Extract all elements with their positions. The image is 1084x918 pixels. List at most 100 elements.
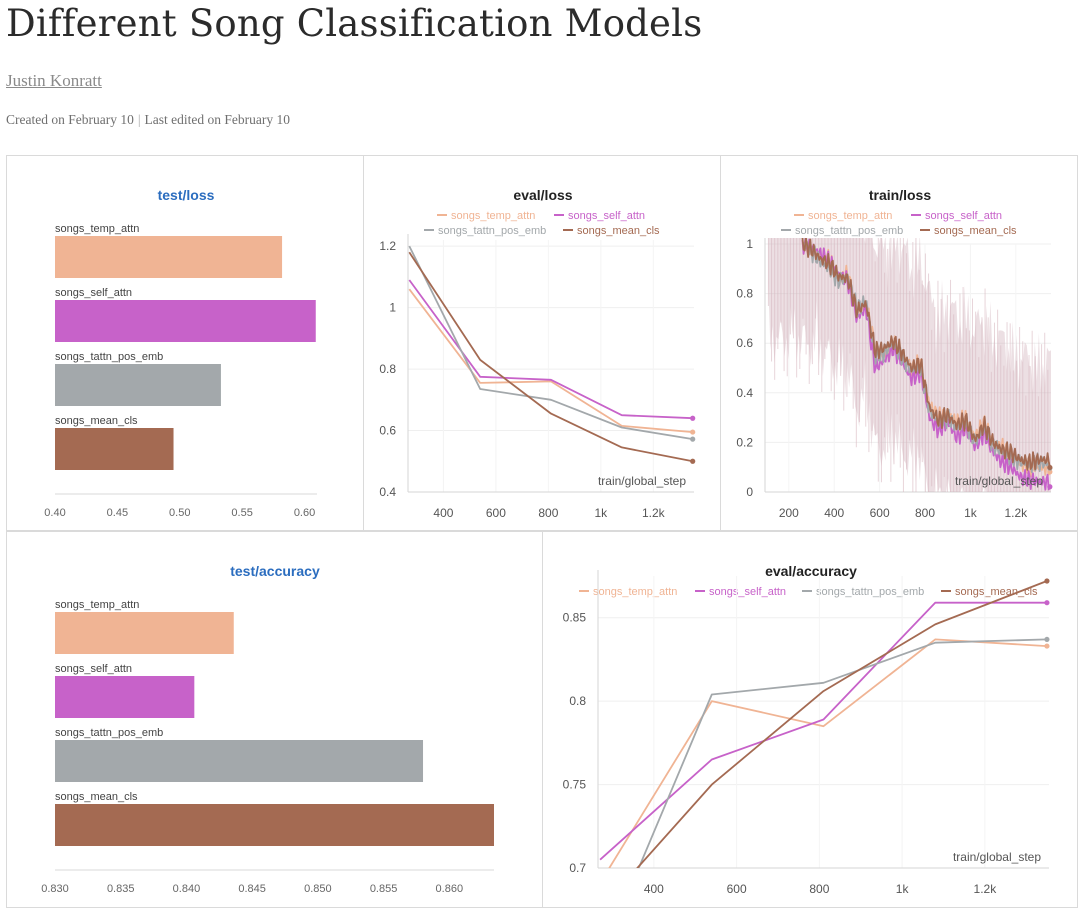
x-tick-label: 600 <box>486 506 506 520</box>
x-tick-label: 0.860 <box>436 883 464 895</box>
x-tick-label: 0.840 <box>173 883 201 895</box>
x-tick-label: 0.855 <box>370 883 398 895</box>
y-tick-label: 0.8 <box>569 694 586 708</box>
y-tick-label: 0.7 <box>569 861 586 875</box>
y-tick-label: 0.4 <box>736 386 753 400</box>
x-tick-label: 0.830 <box>41 883 69 895</box>
x-axis-label: train/global_step <box>598 474 686 488</box>
series-line[interactable] <box>599 601 1047 861</box>
series-line[interactable] <box>801 238 1051 471</box>
chart-train-loss: train/loss songs_temp_attn songs_self_attn… <box>736 187 1053 520</box>
y-tick-label: 0.4 <box>379 485 396 499</box>
x-tick-label: 400 <box>644 882 664 896</box>
y-tick-label: 0.75 <box>563 778 587 792</box>
chart-title: eval/loss <box>513 187 572 203</box>
y-tick-label: 0.8 <box>379 362 396 376</box>
bar-label: songs_mean_cls <box>55 791 138 803</box>
plot-area <box>408 245 693 463</box>
chart-title: train/loss <box>869 187 931 203</box>
legend-label: songs_mean_cls <box>955 586 1038 598</box>
series-line[interactable] <box>600 638 1047 909</box>
x-tick-label: 0.50 <box>169 507 190 519</box>
series-end-point <box>1044 643 1050 649</box>
x-tick-label: 600 <box>870 506 890 520</box>
series-line[interactable] <box>600 638 1047 883</box>
y-tick-label: 0.6 <box>736 336 753 350</box>
series-end-point <box>690 429 696 435</box>
bar-label: songs_mean_cls <box>55 415 138 427</box>
plot-area <box>599 580 1048 909</box>
x-tick-label: 200 <box>779 506 799 520</box>
bar-label: songs_temp_attn <box>55 223 139 235</box>
chart-eval-loss: eval/loss songs_temp_attn songs_self_attns… <box>379 187 696 520</box>
bar[interactable] <box>55 740 424 782</box>
bar-label: songs_tattn_pos_emb <box>55 727 163 739</box>
legend-label: songs_self_attn <box>709 586 786 598</box>
series-line[interactable] <box>408 251 693 463</box>
x-axis-label: train/global_step <box>953 850 1041 864</box>
series-line[interactable] <box>600 580 1048 909</box>
y-tick-label: 1 <box>389 301 396 315</box>
bar[interactable] <box>55 364 221 406</box>
x-tick-label: 800 <box>809 882 829 896</box>
x-tick-label: 0.845 <box>238 883 266 895</box>
legend-label: songs_mean_cls <box>577 225 660 237</box>
series-end-point <box>1044 636 1050 643</box>
bar[interactable] <box>55 804 494 846</box>
y-tick-label: 1.2 <box>379 239 396 253</box>
legend-label: songs_tattn_pos_emb <box>795 225 903 237</box>
y-tick-label: 0.85 <box>563 611 587 625</box>
chart-test-loss: test/loss songs_temp_attn songs_self_attns… <box>44 187 317 519</box>
bar[interactable] <box>55 428 174 470</box>
panel-eval-loss[interactable]: eval/loss songs_temp_attn songs_self_attn s… <box>363 155 721 531</box>
chart-title: test/accuracy <box>230 563 320 579</box>
series-end-point <box>690 415 696 421</box>
legend-label: songs_self_attn <box>568 210 645 222</box>
legend-label: songs_self_attn <box>925 210 1002 222</box>
x-tick-label: 0.45 <box>107 507 128 519</box>
y-tick-label: 1 <box>746 237 753 251</box>
series-line[interactable] <box>408 288 693 433</box>
x-tick-label: 800 <box>538 506 558 520</box>
edited-date: Last edited on February 10 <box>144 112 291 127</box>
series-line[interactable] <box>408 245 693 440</box>
x-tick-label: 400 <box>433 506 453 520</box>
author-link[interactable]: Justin Konratt <box>6 71 102 90</box>
legend-label: songs_tattn_pos_emb <box>438 225 546 237</box>
x-tick-label: 1k <box>595 506 609 520</box>
bar-label: songs_self_attn <box>55 663 132 675</box>
chart-eval-accuracy: eval/accuracy songs_temp_attn songs_self_a… <box>563 563 1050 909</box>
x-axis-label: train/global_step <box>955 474 1043 488</box>
created-date: Created on February 10 <box>6 112 134 127</box>
y-tick-label: 0.6 <box>379 424 396 438</box>
x-tick-label: 1.2k <box>1004 506 1028 520</box>
x-tick-label: 0.850 <box>304 883 332 895</box>
y-tick-label: 0.8 <box>736 287 753 301</box>
series-line[interactable] <box>408 279 693 420</box>
legend-label: songs_tattn_pos_emb <box>816 586 924 598</box>
panel-train-loss[interactable]: train/loss songs_temp_attn songs_self_attn… <box>720 155 1078 531</box>
x-tick-label: 0.60 <box>294 507 315 519</box>
legend-label: songs_temp_attn <box>593 586 677 598</box>
x-tick-label: 0.40 <box>44 507 65 519</box>
panel-test-loss[interactable]: test/loss songs_temp_attn songs_self_attn s… <box>6 155 364 531</box>
bar-label: songs_tattn_pos_emb <box>55 351 163 363</box>
series-end-point <box>1047 469 1053 475</box>
plot-area <box>767 238 1051 492</box>
bar[interactable] <box>55 236 283 278</box>
series-end-point <box>1044 600 1050 606</box>
series-end-point <box>690 436 696 442</box>
x-tick-label: 400 <box>824 506 844 520</box>
x-tick-label: 1.2k <box>974 882 998 896</box>
x-tick-label: 0.835 <box>107 883 135 895</box>
x-tick-label: 800 <box>915 506 935 520</box>
bar[interactable] <box>55 300 316 342</box>
legend-label: songs_temp_attn <box>808 210 892 222</box>
panel-eval-accuracy[interactable]: eval/accuracy songs_temp_attn songs_self_a… <box>542 531 1078 908</box>
bar[interactable] <box>55 612 234 654</box>
chart-test-accuracy: test/accuracy songs_temp_attn songs_self_a… <box>41 563 494 895</box>
panel-test-accuracy[interactable]: test/accuracy songs_temp_attn songs_self_a… <box>6 531 543 908</box>
x-tick-label: 1.2k <box>642 506 666 520</box>
bar[interactable] <box>55 676 195 718</box>
series-end-point <box>1044 578 1050 584</box>
